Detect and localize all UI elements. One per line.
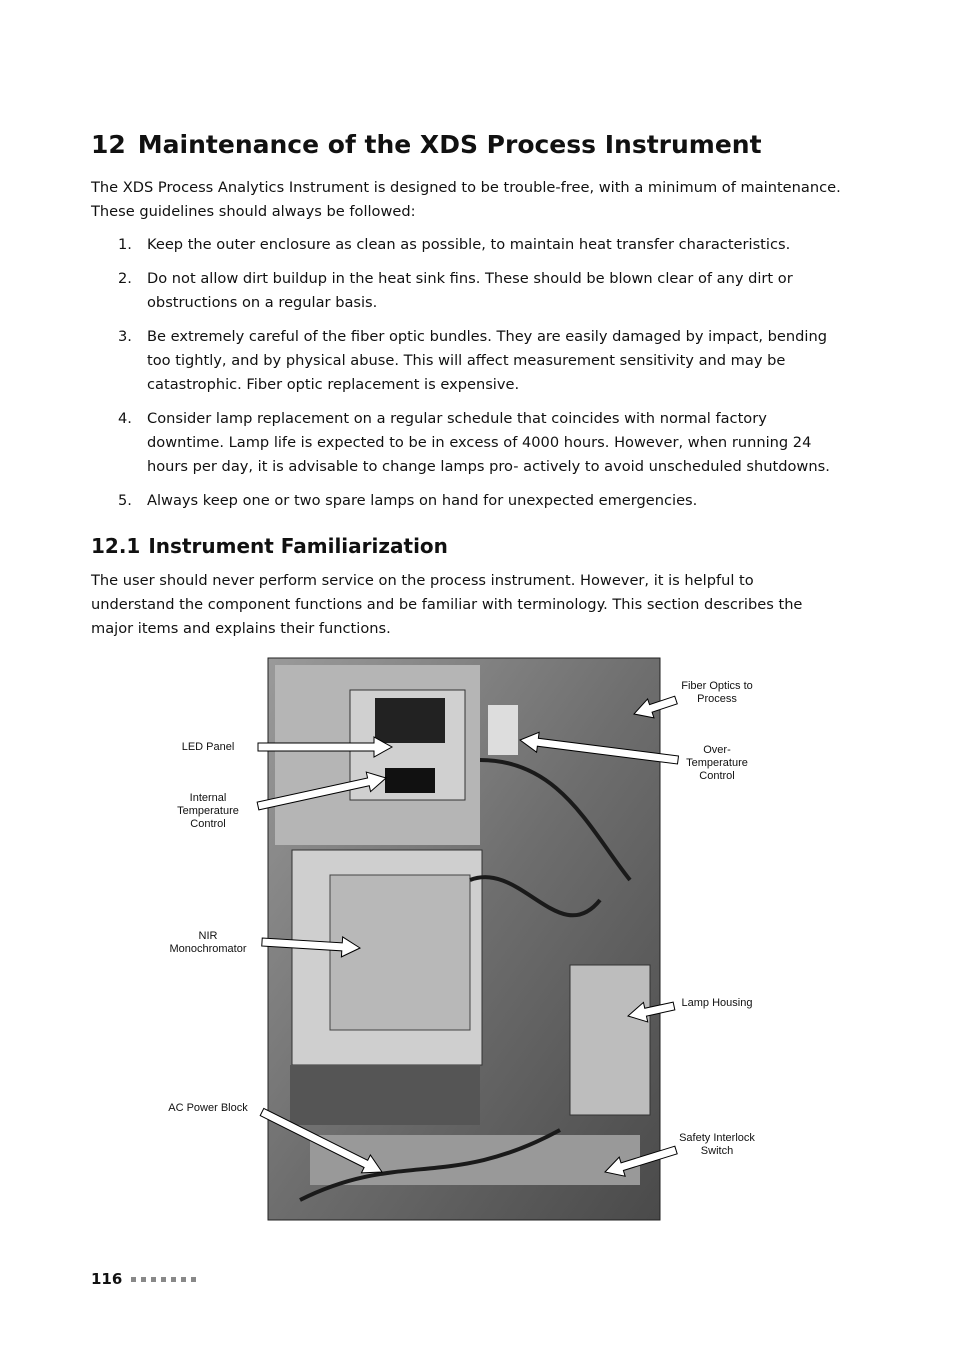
figure-label: Safety Interlock Switch bbox=[662, 1132, 772, 1158]
list-text: Keep the outer enclosure as clean as pos… bbox=[147, 236, 791, 253]
figure-label: AC Power Block bbox=[153, 1102, 263, 1115]
list-marker: 5. bbox=[118, 492, 132, 509]
figure-label-line: Safety Interlock bbox=[679, 1132, 755, 1144]
arrow bbox=[257, 736, 394, 758]
figure-label-line: Over- bbox=[703, 744, 731, 756]
figure-label-line: NIR bbox=[198, 930, 218, 942]
arrow bbox=[259, 1107, 383, 1174]
subheading-title: Instrument Familiarization bbox=[148, 534, 448, 558]
page-number: 116 bbox=[91, 1270, 123, 1288]
list-text: Always keep one or two spare lamps on ha… bbox=[147, 492, 698, 509]
arrow bbox=[261, 936, 362, 958]
figure-label-line: Temperature bbox=[686, 757, 748, 769]
figure-label-line: AC Power Block bbox=[168, 1102, 248, 1114]
heading-title: Maintenance of the XDS Process Instrumen… bbox=[137, 130, 762, 159]
arrow bbox=[604, 1145, 678, 1177]
figure-label-line: Process bbox=[697, 693, 737, 705]
figure-label-line: Monochromator bbox=[169, 943, 247, 955]
paragraph: The user should never perform service on… bbox=[91, 572, 803, 637]
figure-label-line: Fiber Optics to bbox=[681, 680, 753, 692]
list-marker: 1. bbox=[118, 236, 132, 253]
photo-detail bbox=[275, 665, 651, 1202]
intro: The XDS Process Analytics Instrument is … bbox=[91, 179, 841, 220]
list-text: Consider lamp replacement on a regular s… bbox=[147, 410, 830, 475]
figure-label-line: Internal bbox=[189, 792, 227, 804]
heading-number: 12 bbox=[91, 130, 126, 159]
list-marker: 4. bbox=[118, 410, 132, 427]
figure-label: Internal Temperature Control bbox=[153, 792, 263, 831]
list-text: Be extremely careful of the fiber optic … bbox=[147, 328, 827, 393]
list-text: Do not allow dirt buildup in the heat si… bbox=[147, 270, 793, 311]
arrow bbox=[518, 731, 680, 765]
figure-label-line: Lamp Housing bbox=[681, 997, 753, 1009]
figure-label: LED Panel bbox=[153, 741, 263, 754]
figure-label-line: LED Panel bbox=[181, 741, 235, 753]
figure-label-line: Switch bbox=[700, 1145, 734, 1157]
list-marker: 2. bbox=[118, 270, 132, 287]
arrow bbox=[256, 771, 388, 811]
arrow bbox=[633, 695, 678, 719]
subheading-number: 12.1 bbox=[91, 534, 141, 558]
figure-label-line: Temperature bbox=[177, 805, 239, 817]
figure-label: Lamp Housing bbox=[662, 997, 772, 1010]
figure-label-line: Control bbox=[699, 770, 735, 782]
arrows bbox=[256, 695, 680, 1177]
list-marker: 3. bbox=[118, 328, 132, 345]
figure-label: Over- Temperature Control bbox=[662, 744, 772, 783]
subheading: 12.1 Instrument Familiarization bbox=[91, 534, 448, 558]
figure-label-line: Control bbox=[190, 818, 226, 830]
arrow bbox=[626, 1001, 676, 1023]
figure-label: Fiber Optics to Process bbox=[662, 680, 772, 706]
figure-label: NIR Monochromator bbox=[153, 930, 263, 956]
heading: 12 Maintenance of the XDS Process Instrum… bbox=[91, 130, 762, 159]
